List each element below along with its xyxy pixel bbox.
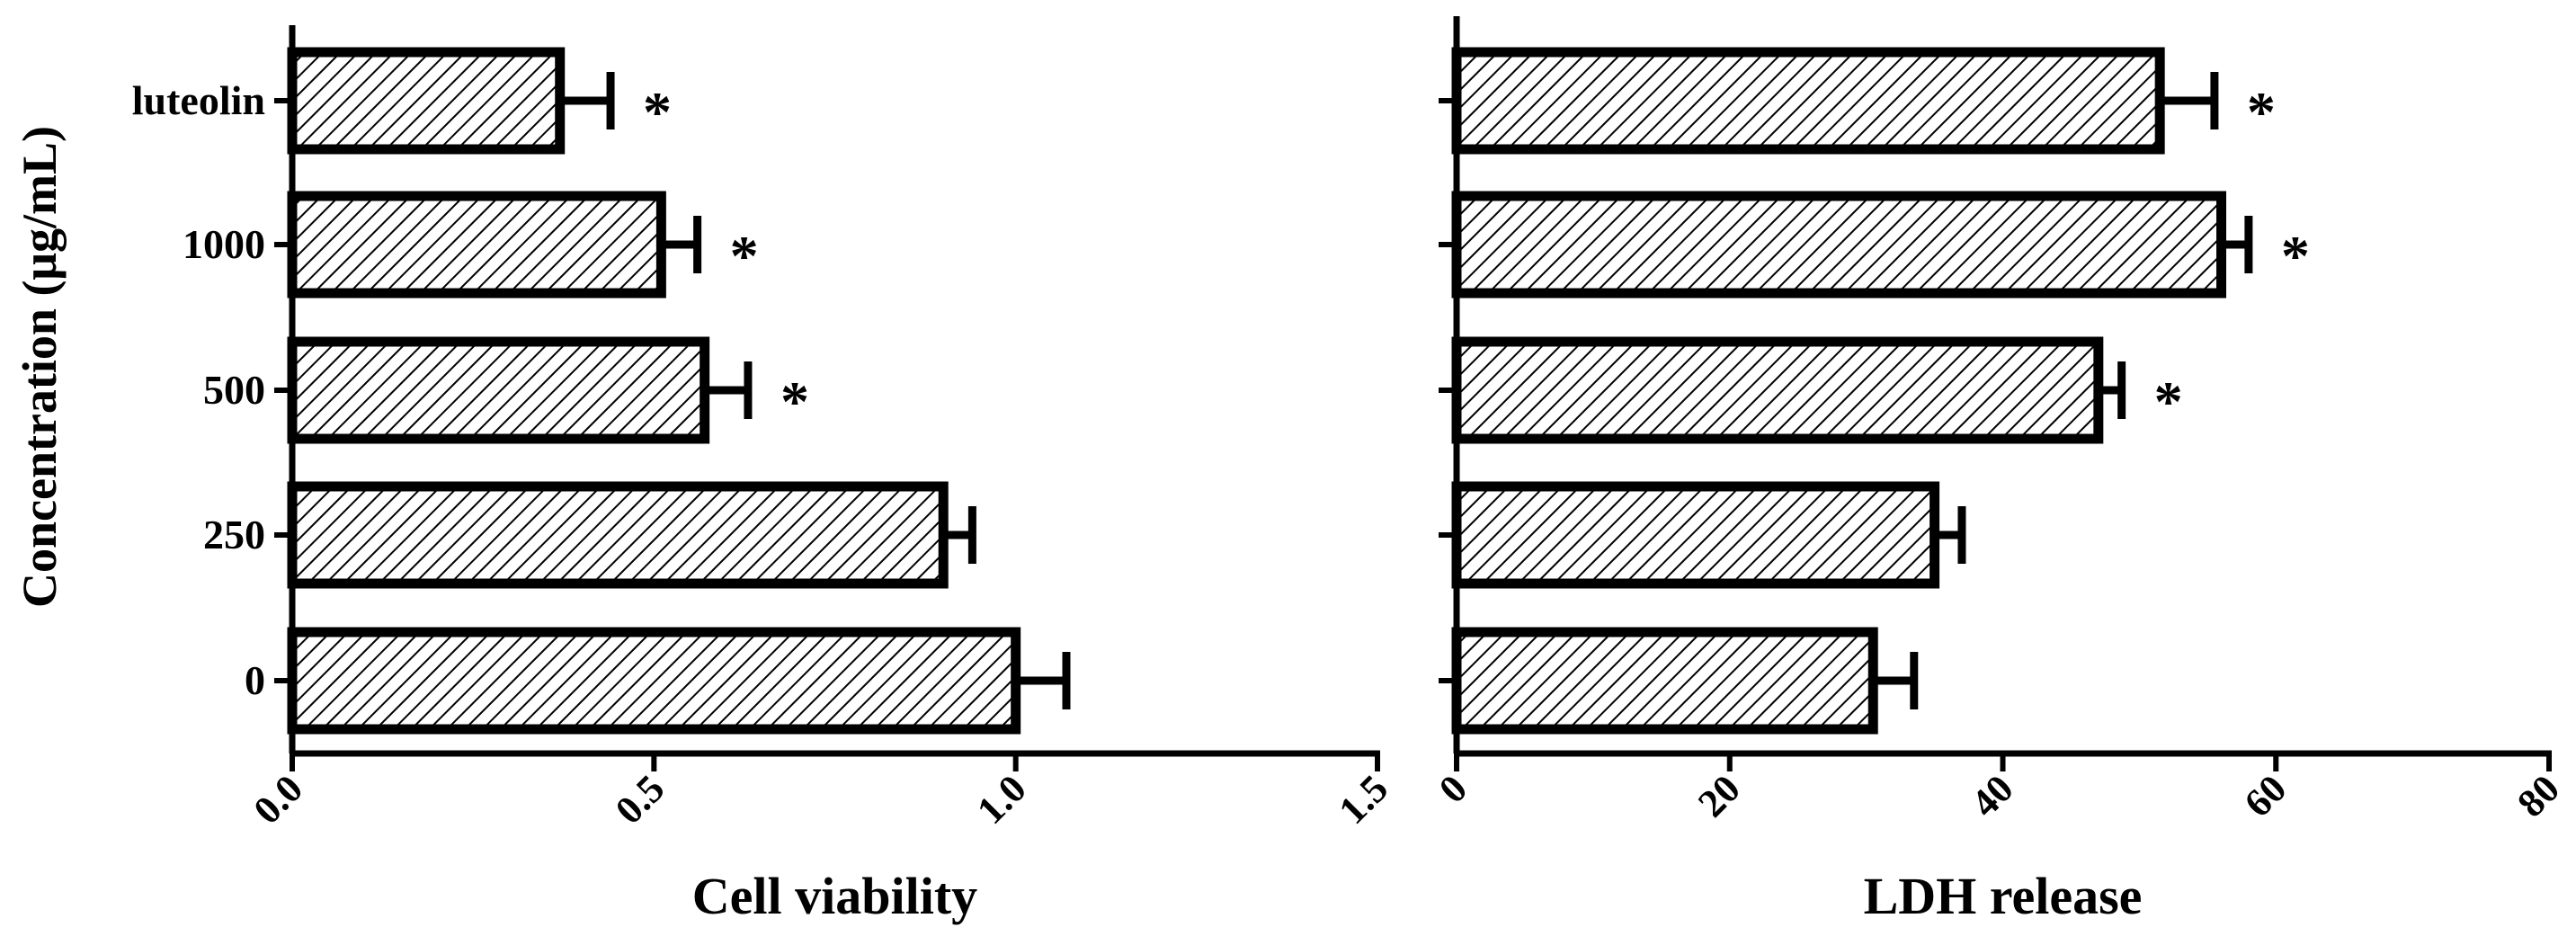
viability-x-axis-title: Cell viability	[692, 867, 977, 925]
ldh-x-axis-title: LDH release	[1864, 867, 2143, 925]
ldh-x-tick-label: 60	[2236, 766, 2295, 825]
ldh-significance-mark: *	[2154, 370, 2183, 433]
category-label: luteolin	[132, 77, 265, 123]
ldh-bar	[1451, 336, 2104, 444]
ldh-x-tick-label: 20	[1689, 766, 1749, 825]
ldh-release-panel: 0 20 40 60 80 LDH release * * *	[1431, 16, 2568, 925]
ldh-bar	[1451, 47, 2165, 155]
ldh-bar	[1451, 627, 1878, 735]
viability-x-tick-label: 0.5	[607, 766, 673, 833]
ldh-bar	[1451, 481, 1940, 589]
ldh-x-tick-label: 80	[2509, 766, 2568, 825]
viability-x-tick-label: 1.5	[1331, 766, 1397, 833]
category-label: 500	[203, 367, 265, 413]
ldh-x-tick-label: 40	[1963, 766, 2022, 825]
category-label: 250	[203, 512, 265, 557]
ldh-significance-mark: *	[2281, 224, 2310, 288]
viability-bar	[287, 336, 710, 444]
category-label: 0	[245, 657, 265, 703]
viability-significance-mark: *	[730, 224, 759, 288]
ldh-bar	[1451, 191, 2226, 299]
viability-significance-mark: *	[780, 370, 809, 433]
category-label: 1000	[183, 221, 265, 267]
cell-viability-panel: 0.0 0.5 1.0 1.5 Cell viability luteolin * 1000 *…	[132, 25, 1396, 925]
viability-bar	[287, 481, 949, 589]
viability-x-tick-label: 1.0	[968, 766, 1035, 833]
viability-bar	[287, 47, 566, 155]
y-axis-title: Concentration (μg/mL)	[13, 126, 67, 608]
viability-bar	[287, 191, 666, 299]
viability-significance-mark: *	[643, 80, 672, 144]
ldh-significance-mark: *	[2247, 80, 2276, 144]
ldh-x-tick-label: 0	[1431, 766, 1475, 811]
viability-bar	[287, 627, 1021, 735]
viability-x-tick-label: 0.0	[245, 766, 312, 833]
